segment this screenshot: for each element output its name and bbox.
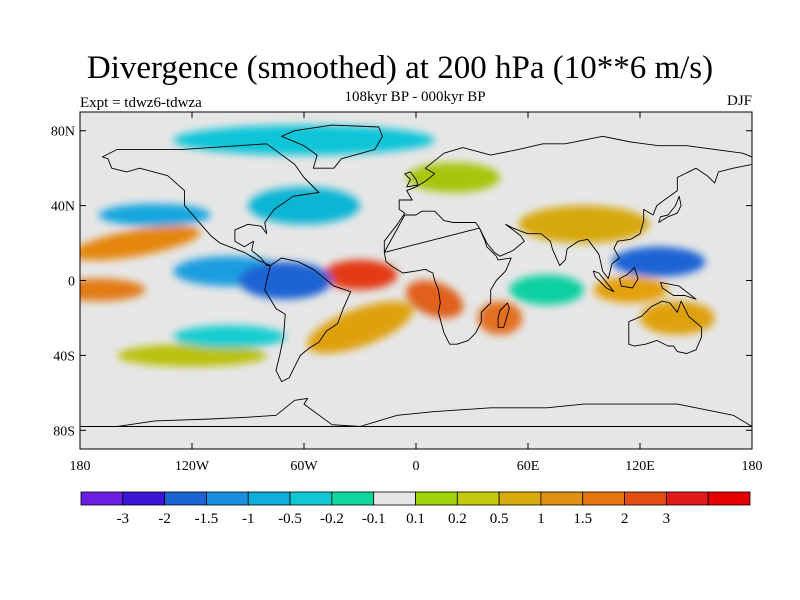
coastline-sumatra — [592, 270, 615, 293]
x-tick-label: 0 — [413, 459, 420, 474]
field-north-pacific-positive — [80, 225, 201, 261]
colorbar-swatch — [247, 491, 291, 506]
field-blob-group — [80, 125, 715, 367]
field-south-atlantic-positive — [306, 301, 414, 354]
colorbar-label: -1 — [242, 511, 255, 527]
field-indonesia-positive — [593, 276, 669, 303]
x-tick-label: 120E — [625, 459, 655, 474]
coastline-layer — [80, 124, 752, 427]
figure-title: Divergence (smoothed) at 200 hPa (10**6 … — [86, 50, 714, 86]
colorbar-swatch — [164, 491, 207, 506]
y-tick-label: 40S — [53, 349, 75, 364]
coastline-japan — [658, 195, 682, 223]
x-tick-label: 180 — [742, 459, 763, 474]
field-north-atlantic-negative — [248, 186, 360, 225]
field-tropical-atlantic-max — [322, 259, 398, 290]
x-tick-label: 60W — [290, 459, 318, 474]
colorbar-swatch — [373, 491, 416, 506]
y-tick-label: 40N — [51, 200, 75, 215]
coastline-africa-south — [383, 227, 512, 345]
field-arctic-negative — [173, 125, 435, 156]
colorbar-label: -0.5 — [278, 511, 302, 527]
field-eastern-pacific-positive — [80, 278, 146, 302]
colorbar-label: 3 — [663, 511, 671, 527]
colorbar-label: 2 — [621, 511, 629, 527]
experiment-label: Expt = tdwz6-tdwza — [80, 95, 202, 111]
field-asia-positive — [518, 205, 650, 244]
colorbar-label: -2 — [158, 511, 171, 527]
coastline-great-britain — [404, 171, 419, 188]
longitude-axis: 180 120W 60W 0 60E 120E 180 — [70, 112, 763, 474]
colorbar-swatch — [289, 491, 333, 506]
field-indian-negative — [509, 274, 584, 305]
y-tick-label: 0 — [68, 275, 75, 290]
coastline-afro-eurasia — [383, 135, 752, 280]
colorbar-swatch — [80, 491, 124, 506]
colorbar-label: -3 — [117, 511, 130, 527]
field-madagascar-max — [477, 301, 523, 335]
coastline-borneo — [619, 266, 639, 289]
period-subtitle: 108kyr BP - 000kyr BP — [344, 89, 486, 105]
colorbar-swatch — [498, 491, 542, 506]
field-amazon-negative — [238, 261, 332, 300]
coastline-south-america — [264, 257, 352, 383]
season-label: DJF — [726, 93, 752, 109]
coastline-north-america — [101, 143, 320, 266]
colorbar-label: 0.2 — [448, 511, 467, 527]
colorbar: -3 -2 -1.5 -1 -0.5 -0.2 -0.1 0.1 0.2 0.5 1 1.5 2 3 — [80, 491, 751, 527]
field-europe-positive — [406, 162, 501, 193]
colorbar-swatch — [665, 491, 709, 506]
field-pacific-subtropical-negative — [98, 203, 211, 227]
colorbar-swatch — [540, 491, 584, 506]
colorbar-label: -0.1 — [362, 511, 386, 527]
colorbar-swatch — [415, 491, 458, 506]
y-tick-label: 80S — [53, 424, 75, 439]
x-tick-label: 120W — [175, 459, 210, 474]
colorbar-swatch — [206, 491, 249, 506]
colorbar-label: 0.5 — [490, 511, 509, 527]
colorbar-swatch — [624, 491, 667, 506]
colorbar-label: 1.5 — [573, 511, 592, 527]
colorbar-label: 0.1 — [406, 511, 425, 527]
field-australia-positive — [640, 301, 715, 335]
coastline-australia — [628, 300, 703, 354]
colorbar-swatch — [122, 491, 166, 506]
x-tick-label: 60E — [517, 459, 540, 474]
colorbar-swatch — [456, 491, 500, 506]
colorbar-swatch — [331, 491, 375, 506]
field-southern-pacific-negative — [173, 325, 286, 348]
field-africa-max — [406, 280, 464, 319]
field-southern-ocean-positive — [117, 344, 267, 367]
coastline-antarctica — [80, 397, 752, 427]
divergence-field-layer — [80, 125, 715, 367]
colorbar-label: 1 — [537, 511, 545, 527]
coastline-madagascar — [497, 302, 510, 328]
coastline-new-guinea — [660, 281, 697, 300]
colorbar-label: -0.2 — [320, 511, 344, 527]
colorbar-label: -1.5 — [195, 511, 219, 527]
field-western-pacific-negative — [612, 246, 706, 277]
y-tick-label: 80N — [51, 125, 75, 140]
coastline-greenland — [281, 124, 383, 169]
colorbar-swatch — [707, 491, 751, 506]
colorbar-swatch — [582, 491, 625, 506]
latitude-axis: 80N 40N 0 40S 80S — [51, 125, 752, 439]
x-tick-label: 180 — [70, 459, 91, 474]
